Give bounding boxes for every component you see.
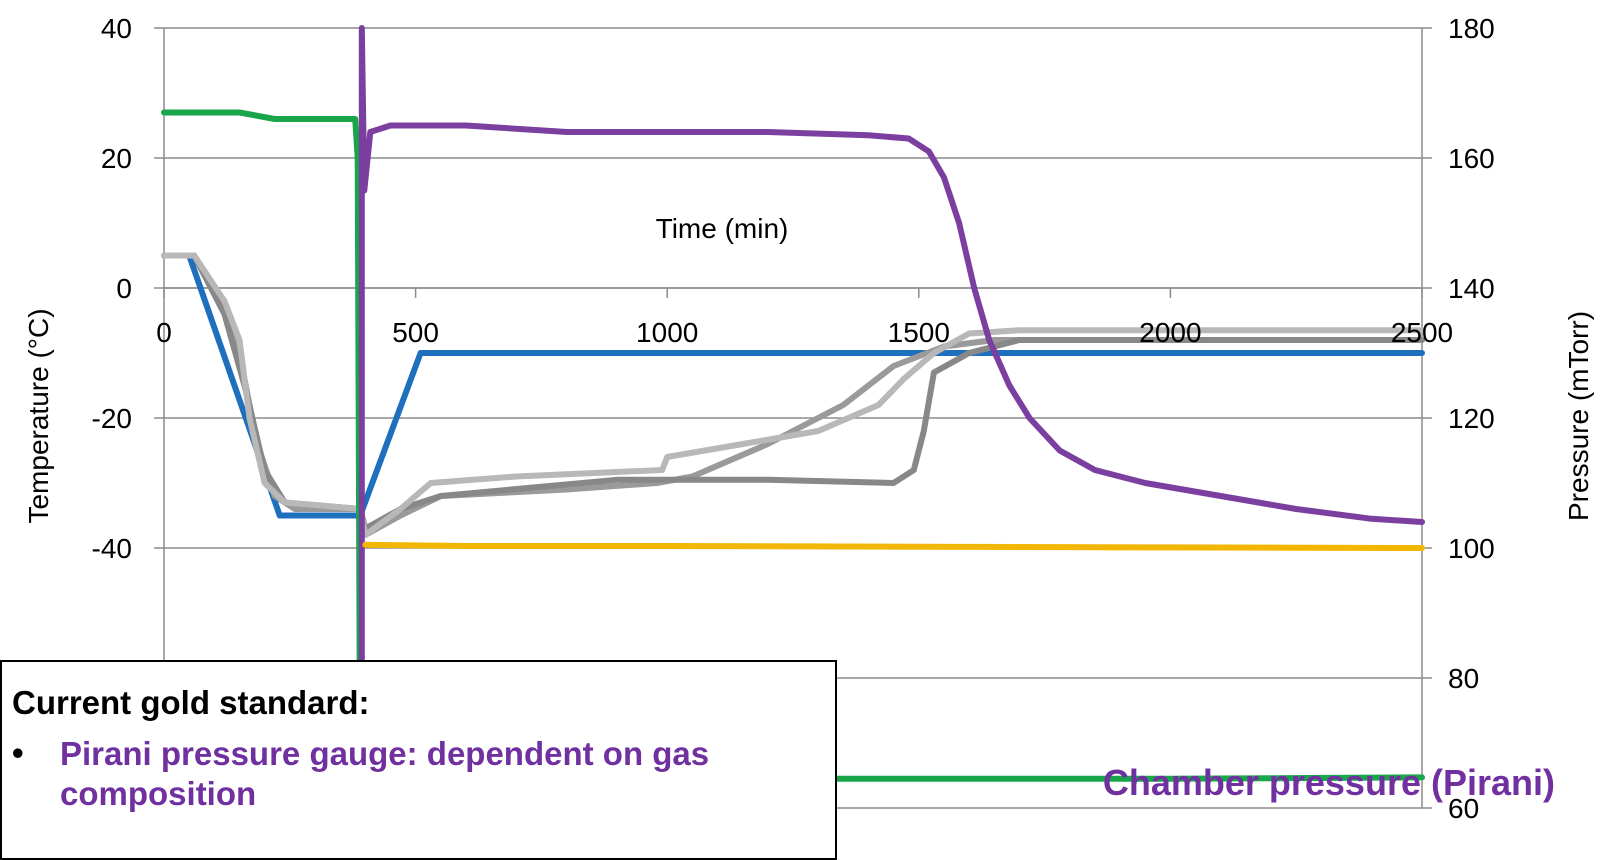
x-tick-label: 0 — [156, 317, 172, 348]
y-left-tick-label: 0 — [116, 273, 132, 304]
tick-labels: 40200-20-40-6018016014012010080600500100… — [92, 13, 1495, 824]
y-right-tick-label: 120 — [1448, 403, 1495, 434]
y-right-tick-label: 80 — [1448, 663, 1479, 694]
y-right-tick-label: 180 — [1448, 13, 1495, 44]
y-right-tick-label: 60 — [1448, 793, 1479, 824]
chamber-pressure-annotation: Chamber pressure (Pirani) — [1103, 762, 1555, 803]
x-axis-title: Time (min) — [656, 213, 789, 244]
series-line — [358, 25, 1425, 811]
series-line — [161, 109, 364, 811]
x-tick-label: 1000 — [636, 317, 698, 348]
callout-item: Pirani pressure gauge: dependent on gas … — [60, 735, 710, 812]
series-line — [161, 252, 1425, 519]
series-line — [362, 541, 1425, 551]
x-tick-label: 2500 — [1391, 317, 1453, 348]
y-right-tick-label: 160 — [1448, 143, 1495, 174]
x-tick-label: 1500 — [888, 317, 950, 348]
y-right-axis-title: Pressure (mTorr) — [1563, 311, 1594, 521]
y-left-tick-label: -40 — [92, 533, 132, 564]
x-tick-label: 2000 — [1139, 317, 1201, 348]
series-line — [161, 252, 1425, 532]
y-right-tick-label: 140 — [1448, 273, 1495, 304]
series-line — [161, 252, 1425, 538]
x-tick-label: 500 — [392, 317, 439, 348]
series-line — [161, 252, 1425, 538]
gold-standard-callout: Current gold standard: • Pirani pressure… — [0, 660, 837, 860]
y-left-axis-title: Temperature (°C) — [23, 308, 54, 523]
y-right-tick-label: 100 — [1448, 533, 1495, 564]
y-left-tick-label: 40 — [101, 13, 132, 44]
callout-bullet: • — [12, 734, 24, 771]
callout-title: Current gold standard: — [12, 684, 370, 721]
y-left-tick-label: 20 — [101, 143, 132, 174]
y-left-tick-label: -20 — [92, 403, 132, 434]
series-layer — [161, 25, 1425, 811]
